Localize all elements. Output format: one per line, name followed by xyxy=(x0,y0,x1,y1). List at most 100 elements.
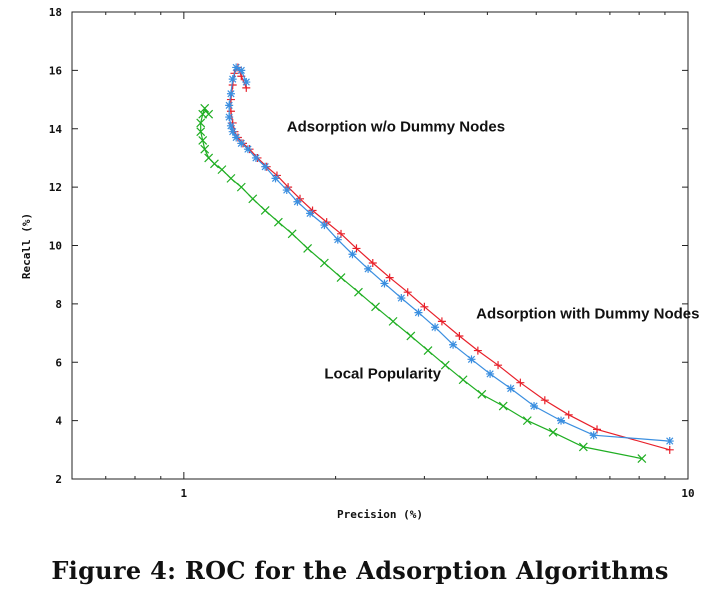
data-point xyxy=(196,118,206,128)
data-point xyxy=(200,103,210,113)
data-point xyxy=(293,197,302,206)
data-point xyxy=(251,153,260,162)
y-tick-label: 6 xyxy=(55,356,62,369)
data-point xyxy=(406,331,416,341)
y-tick-label: 16 xyxy=(49,64,63,77)
data-point xyxy=(217,165,227,175)
data-point xyxy=(494,361,503,370)
data-point xyxy=(232,63,241,72)
data-point xyxy=(530,402,539,411)
annotation-layer: Adsorption w/o Dummy Nodes Adsorption wit… xyxy=(287,119,700,383)
data-point xyxy=(226,121,235,130)
data-point xyxy=(403,288,412,297)
y-axis-ticks: 2 4 6 8 10 12 14 16 18 xyxy=(49,6,688,486)
data-point xyxy=(548,427,558,437)
data-point xyxy=(228,75,237,84)
data-point xyxy=(271,174,280,183)
data-point xyxy=(226,173,236,183)
y-tick-label: 14 xyxy=(49,123,63,136)
series-1 xyxy=(225,63,674,446)
data-point xyxy=(522,416,532,426)
data-point xyxy=(354,287,363,297)
series-annotation: Local Popularity xyxy=(324,365,441,382)
data-point xyxy=(237,139,246,148)
data-point xyxy=(336,273,346,283)
data-point xyxy=(593,425,602,434)
data-point xyxy=(260,206,270,215)
x-axis-ticks: 1 10 xyxy=(71,12,695,500)
data-point xyxy=(540,396,549,405)
data-point xyxy=(352,244,361,253)
data-point xyxy=(303,243,313,253)
x-tick-label: 1 xyxy=(181,487,188,500)
data-point xyxy=(348,250,357,259)
data-point xyxy=(273,217,283,227)
data-point xyxy=(196,127,206,137)
data-point xyxy=(473,346,482,355)
data-point xyxy=(237,66,246,75)
data-point xyxy=(226,89,235,98)
y-tick-label: 10 xyxy=(49,240,62,253)
data-point xyxy=(236,182,246,192)
data-point xyxy=(665,445,674,454)
data-point xyxy=(385,273,394,282)
data-point xyxy=(388,316,398,326)
y-axis-title: Recall (%) xyxy=(20,213,33,279)
data-point xyxy=(368,259,377,268)
data-point xyxy=(506,384,515,393)
data-point xyxy=(282,186,291,195)
y-tick-label: 18 xyxy=(49,6,62,19)
data-point xyxy=(225,113,234,122)
data-point xyxy=(423,346,433,355)
data-point xyxy=(455,331,464,340)
data-point xyxy=(210,159,219,169)
data-point xyxy=(397,294,406,303)
data-point xyxy=(371,302,380,312)
data-point xyxy=(242,78,251,87)
data-point xyxy=(420,302,429,311)
y-tick-label: 8 xyxy=(55,298,62,311)
plot-frame xyxy=(71,11,689,480)
roc-chart: 2 4 6 8 10 12 14 16 18 1 10 Adsorption w/o Dummy … xyxy=(20,6,700,521)
data-point xyxy=(364,264,373,273)
data-point xyxy=(226,107,235,116)
data-point xyxy=(333,235,342,244)
data-point xyxy=(414,308,423,317)
data-point xyxy=(306,209,315,218)
data-point xyxy=(320,221,329,230)
data-point xyxy=(498,401,508,411)
data-point xyxy=(319,258,329,268)
data-point xyxy=(228,127,237,136)
data-point xyxy=(477,389,487,399)
data-point xyxy=(557,416,566,425)
figure-caption: Figure 4: ROC for the Adsorption Algorit… xyxy=(51,556,669,585)
data-point xyxy=(261,162,270,171)
y-tick-label: 12 xyxy=(49,181,62,194)
data-point xyxy=(437,317,446,326)
data-point xyxy=(200,144,210,154)
data-point xyxy=(467,355,476,364)
data-point xyxy=(589,431,598,440)
data-point xyxy=(440,360,450,370)
series-annotation: Adsorption w/o Dummy Nodes xyxy=(287,119,505,136)
y-tick-label: 4 xyxy=(55,415,62,428)
data-point xyxy=(665,437,674,446)
data-point xyxy=(380,279,389,288)
data-point xyxy=(248,194,258,204)
data-point xyxy=(287,229,297,239)
x-tick-label: 10 xyxy=(681,487,694,500)
data-point xyxy=(637,454,647,463)
x-axis-title: Precision (%) xyxy=(337,508,423,521)
series-line xyxy=(228,66,670,442)
data-point xyxy=(243,145,252,154)
data-point xyxy=(232,133,241,142)
data-point xyxy=(198,109,208,119)
data-point xyxy=(449,340,458,349)
data-point xyxy=(225,101,234,110)
data-point xyxy=(516,378,525,387)
data-point xyxy=(486,369,495,378)
data-point xyxy=(578,442,588,452)
series-layer xyxy=(196,63,674,463)
y-tick-label: 2 xyxy=(55,473,62,486)
data-point xyxy=(431,323,440,332)
